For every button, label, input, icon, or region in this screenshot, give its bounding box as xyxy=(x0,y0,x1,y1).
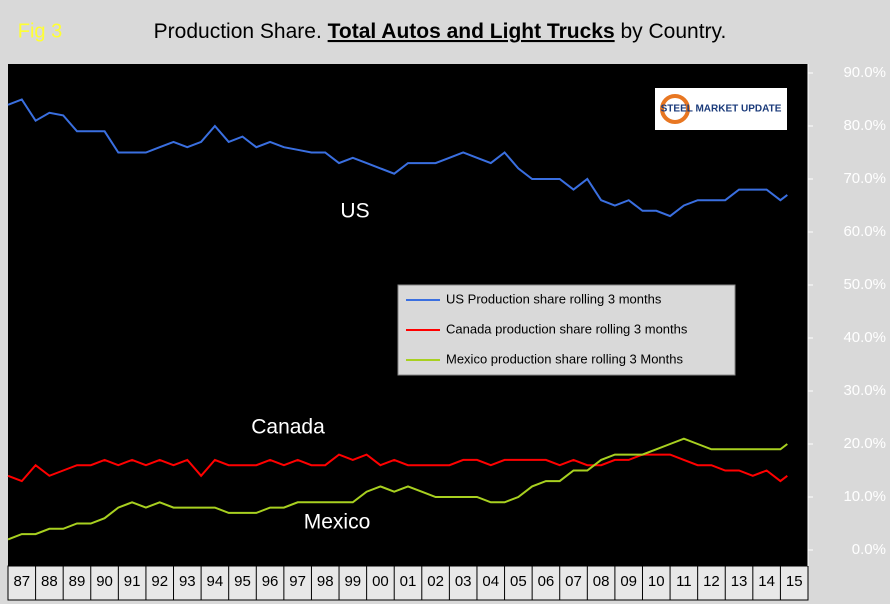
logo-icon xyxy=(660,94,690,124)
title-part: by Country. xyxy=(620,20,726,43)
x-tick-label: 12 xyxy=(703,573,720,590)
x-tick-label: 93 xyxy=(179,573,196,590)
x-tick-label: 15 xyxy=(786,573,803,590)
legend-label: Mexico production share rolling 3 Months xyxy=(446,351,684,366)
series-line xyxy=(7,437,788,541)
x-tick-label: 05 xyxy=(510,573,527,590)
x-tick-label: 03 xyxy=(455,573,472,590)
x-tick-label: 99 xyxy=(344,573,361,590)
x-tick-label: 00 xyxy=(372,573,389,590)
x-tick-label: 10 xyxy=(648,573,665,590)
x-tick-label: 08 xyxy=(593,573,610,590)
title-part: Production Share. xyxy=(154,20,322,43)
series-line xyxy=(7,98,788,218)
y-tick-label: 60.0% xyxy=(843,223,886,240)
x-tick-label: 06 xyxy=(538,573,555,590)
y-tick-label: 70.0% xyxy=(843,170,886,187)
annotation: US xyxy=(340,200,369,223)
x-tick-label: 88 xyxy=(41,573,58,590)
x-tick-label: 96 xyxy=(262,573,279,590)
x-tick-label: 94 xyxy=(207,573,224,590)
chart-title: Production Share. Total Autos and Light … xyxy=(154,20,727,43)
x-tick-label: 95 xyxy=(234,573,251,590)
y-tick-label: 0.0% xyxy=(852,541,886,558)
logo: STEEL MARKET UPDATE xyxy=(661,104,782,115)
x-tick-label: 87 xyxy=(13,573,30,590)
x-tick-label: 90 xyxy=(96,573,113,590)
x-tick-label: 11 xyxy=(676,573,692,590)
legend xyxy=(397,284,736,376)
legend-label: US Production share rolling 3 months xyxy=(446,291,662,306)
y-tick-label: 90.0% xyxy=(843,64,886,81)
annotation: Mexico xyxy=(304,511,371,534)
x-tick-label: 89 xyxy=(69,573,86,590)
x-tick-label: 98 xyxy=(317,573,334,590)
fig-label: Fig 3 xyxy=(18,20,62,42)
x-tick-label: 07 xyxy=(565,573,582,590)
x-tick-label: 04 xyxy=(482,573,499,590)
y-tick-label: 10.0% xyxy=(843,488,886,505)
y-tick-label: 50.0% xyxy=(843,276,886,293)
legend-label: Canada production share rolling 3 months xyxy=(446,321,688,336)
x-axis-band xyxy=(7,565,809,601)
x-tick-label: 13 xyxy=(731,573,748,590)
x-tick-label: 92 xyxy=(151,573,168,590)
y-tick-label: 40.0% xyxy=(843,329,886,346)
x-tick-label: 01 xyxy=(400,573,417,590)
x-tick-label: 97 xyxy=(289,573,306,590)
x-tick-label: 91 xyxy=(124,573,141,590)
title-part: Total Autos and Light Trucks xyxy=(328,20,615,43)
y-tick-label: 20.0% xyxy=(843,435,886,452)
x-tick-label: 09 xyxy=(620,573,637,590)
x-tick-label: 02 xyxy=(427,573,444,590)
series-line xyxy=(7,453,788,483)
annotation: Canada xyxy=(251,416,325,439)
y-tick-label: 80.0% xyxy=(843,117,886,134)
x-tick-label: 14 xyxy=(758,573,775,590)
y-tick-label: 30.0% xyxy=(843,382,886,399)
